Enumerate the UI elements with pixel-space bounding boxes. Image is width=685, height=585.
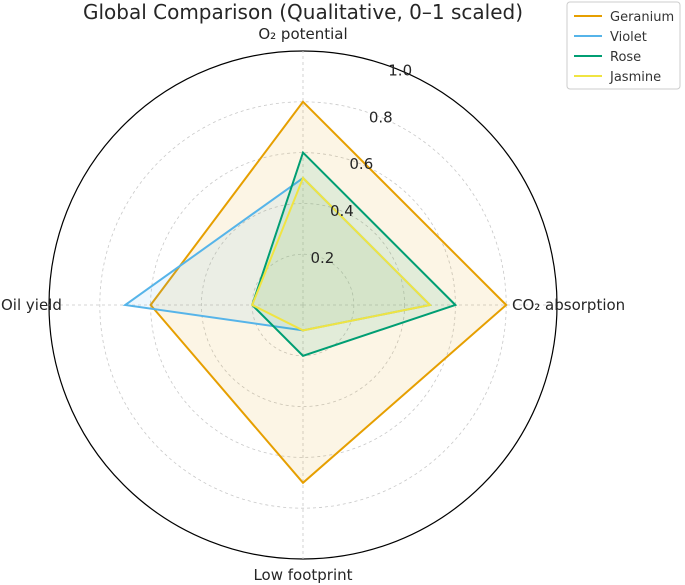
legend: Geranium Violet Rose Jasmine [566,1,681,90]
series-jasmine [250,176,433,332]
legend-label-violet: Violet [610,30,647,45]
radial-tick-label: 0.4 [330,202,354,220]
radial-tick-label: 0.6 [349,155,373,173]
radial-tick-label: 1.0 [388,61,412,79]
series-rose [251,150,458,357]
legend-label-jasmine: Jasmine [609,70,661,85]
axis-label-co-absorption: CO₂ absorption [512,296,625,314]
labels-layer: O₂ potential CO₂ absorption Low footprint O… [1,25,625,584]
legend-frame [566,1,681,90]
legend-label-geranium: Geranium [610,10,674,25]
axis-label-low-footprint: Low footprint [253,566,352,584]
axis-label-oil-yield: Oil yield [1,296,62,314]
radial-tick-label: 0.2 [311,249,335,267]
series-geranium [149,100,508,485]
chart-title: Global Comparison (Qualitative, 0–1 scal… [83,0,523,24]
legend-label-rose: Rose [610,50,641,65]
grid-circle-2 [200,202,405,407]
radial-tick-label: 0.8 [369,108,393,126]
axis-label-o-potential: O₂ potential [258,25,347,43]
series-layer [122,100,508,485]
